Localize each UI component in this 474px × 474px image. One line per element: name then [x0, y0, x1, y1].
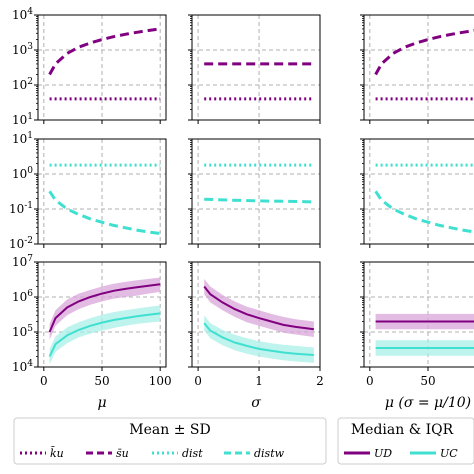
panel-r2-c2: 0 50 μ (σ = μ/10): [360, 261, 474, 411]
panel-r0-c2: [360, 14, 474, 124]
panel-marks: [48, 277, 161, 365]
series-line: [48, 190, 161, 235]
panel-marks: [204, 62, 314, 101]
y-tick-label: 104: [12, 359, 33, 374]
y-tick-label: 100: [12, 166, 33, 181]
x-axis-label: μ: [97, 395, 106, 411]
legend-mean-sd: Mean ± SD k̄u s̄u dist distw: [13, 417, 327, 465]
panel-r2-c1: 0 1 2 σ: [188, 261, 324, 411]
x-tick-label: 50: [420, 374, 435, 388]
legend-entry-label: UD: [374, 447, 392, 460]
series-band: [49, 305, 161, 365]
legend-mean-title: Mean ± SD: [129, 422, 210, 438]
x-tick-label: 50: [94, 374, 109, 388]
y-tick-label: 107: [12, 254, 33, 269]
legend-median-frame: [337, 417, 474, 465]
panel-marks: [375, 313, 474, 356]
panel-r1-c1: [188, 138, 321, 248]
series-band: [204, 278, 314, 337]
x-tick-label: 100: [149, 374, 172, 388]
series-band: [49, 277, 161, 340]
y-tick-label: 103: [12, 42, 33, 57]
y-tick-label: 106: [12, 289, 33, 304]
legend-entry-label: s̄u: [116, 447, 129, 460]
x-tick-label: 2: [316, 374, 324, 388]
panel-frame: [191, 138, 321, 245]
series-line: [203, 322, 314, 356]
series-line: [374, 190, 474, 234]
series-line: [48, 27, 161, 76]
y-tick-label: 101: [12, 131, 33, 146]
panel-r0-c1: [188, 14, 321, 124]
x-axis-label: σ: [251, 395, 261, 411]
panel-frame: [191, 261, 321, 368]
series-line: [203, 285, 315, 331]
series-band: [204, 315, 314, 363]
series-line: [374, 29, 474, 76]
panel-marks: [48, 27, 161, 101]
panel-frame: [191, 14, 321, 121]
y-tick-label: 101: [12, 112, 33, 127]
y-tick-label: 105: [12, 324, 33, 339]
panel-marks: [203, 278, 315, 363]
panel-r1-c2: [360, 138, 474, 248]
x-tick-label: 0: [366, 374, 374, 388]
panel-marks: [204, 163, 314, 204]
x-tick-label: 0: [194, 374, 202, 388]
legend-median-title: Median & IQR: [351, 422, 454, 438]
legend-entry-label: dist: [182, 447, 203, 460]
panel-marks: [48, 163, 161, 235]
legend-entry-label: k̄u: [50, 447, 64, 460]
panel-marks: [374, 29, 474, 101]
panel-r0-c0: 101 102 103 104: [12, 7, 167, 127]
legend-entry-label: distw: [254, 447, 285, 460]
panel-r1-c0: 101 100 10-1 10-2: [9, 131, 167, 251]
y-tick-label: 10-2: [9, 236, 33, 251]
series-line: [48, 312, 161, 357]
x-axis-label: μ (σ = μ/10): [385, 395, 471, 411]
legend-entry-label: UC: [440, 447, 458, 460]
x-tick-label: 0: [40, 374, 48, 388]
series-line: [48, 283, 161, 333]
panel-r2-c0: 107 106 105 104 0 50 100 μ: [12, 254, 172, 411]
legend-median-iqr: Median & IQR UD UC: [337, 417, 474, 465]
series-line: [204, 197, 314, 204]
x-tick-label: 1: [255, 374, 263, 388]
y-tick-label: 104: [12, 7, 33, 22]
y-tick-label: 102: [12, 77, 33, 92]
panel-marks: [374, 163, 474, 234]
y-tick-label: 10-1: [9, 201, 33, 216]
